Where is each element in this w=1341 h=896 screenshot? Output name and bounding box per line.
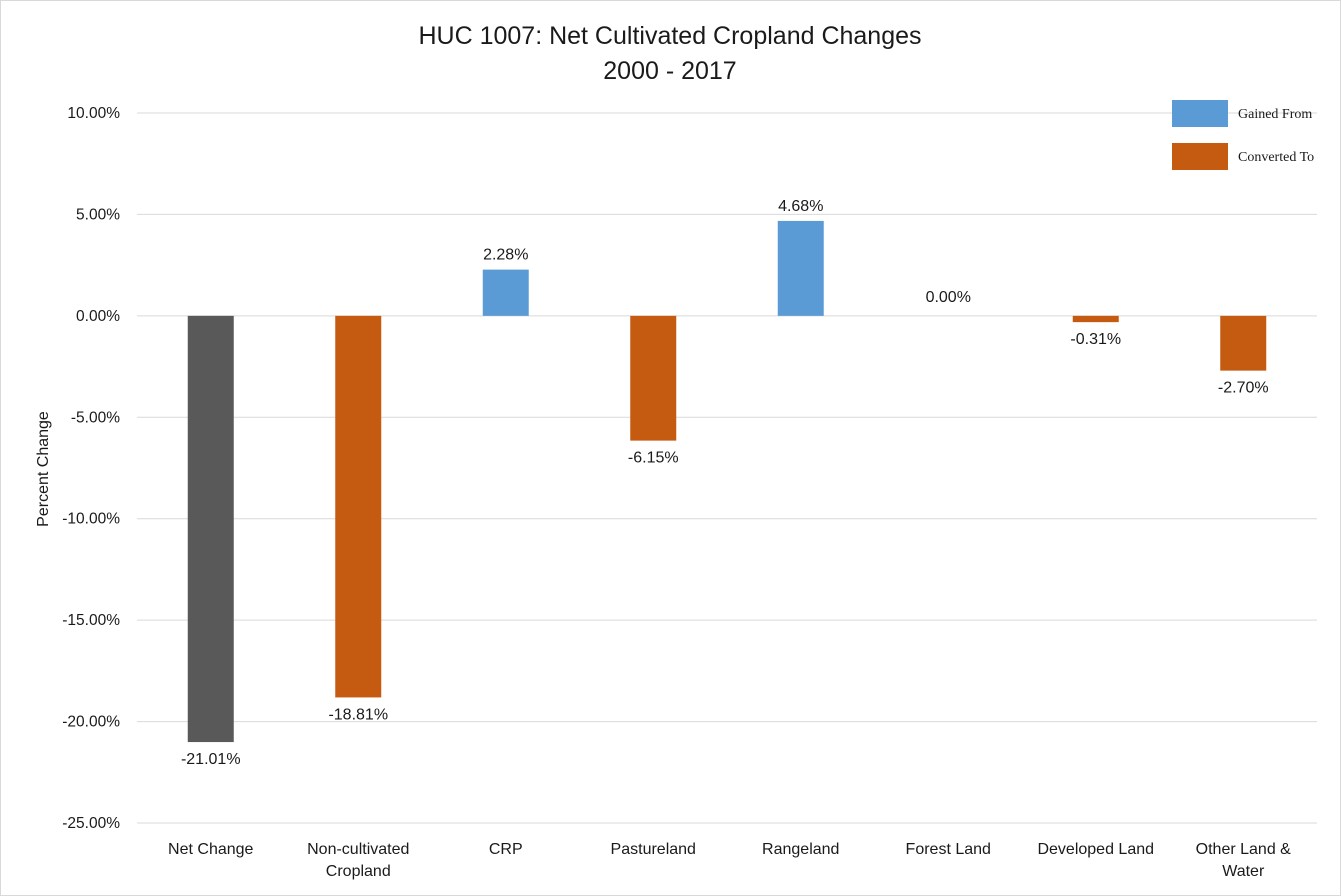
data-label: -0.31% bbox=[1070, 331, 1121, 348]
x-category-label: Non-cultivated bbox=[307, 841, 409, 858]
data-label: -2.70% bbox=[1218, 380, 1269, 397]
bar bbox=[1220, 315, 1267, 371]
gridlines bbox=[137, 112, 1317, 824]
data-label: -18.81% bbox=[328, 706, 388, 723]
legend-swatch-converted bbox=[1172, 143, 1228, 170]
legend-swatch-gained bbox=[1172, 100, 1228, 127]
data-label: 0.00% bbox=[926, 289, 971, 306]
legend: Gained From Converted To bbox=[1172, 100, 1314, 170]
bar bbox=[187, 315, 234, 743]
y-tick-label: 5.00% bbox=[76, 206, 120, 223]
bar bbox=[1072, 315, 1119, 323]
x-category-label: Other Land & bbox=[1196, 841, 1292, 858]
y-tick-label: -15.00% bbox=[62, 612, 120, 629]
y-tick-label: -25.00% bbox=[62, 815, 120, 832]
x-category-label: Developed Land bbox=[1037, 841, 1154, 858]
data-labels: -21.01% -18.81% 2.28% -6.15% 4.68% 0.00% -0.31… bbox=[181, 198, 1269, 768]
x-category-label: Net Change bbox=[168, 841, 253, 858]
bars bbox=[187, 220, 1267, 743]
x-axis-categories: Net Change Non-cultivated Cropland CRP Pastu… bbox=[168, 841, 1291, 880]
x-category-label: Cropland bbox=[326, 863, 391, 880]
data-label: 2.28% bbox=[483, 247, 528, 264]
y-tick-label: 10.00% bbox=[67, 105, 120, 122]
x-category-label: Rangeland bbox=[762, 841, 839, 858]
x-category-label: CRP bbox=[489, 841, 523, 858]
bar bbox=[777, 220, 824, 316]
y-tick-label: 0.00% bbox=[76, 308, 120, 325]
data-label: 4.68% bbox=[778, 198, 823, 215]
y-axis-label: Percent Change bbox=[35, 411, 52, 527]
data-label: -21.01% bbox=[181, 751, 241, 768]
data-label: -6.15% bbox=[628, 450, 679, 467]
legend-label-gained: Gained From bbox=[1238, 107, 1312, 122]
y-tick-label: -20.00% bbox=[62, 714, 120, 731]
y-tick-label: -10.00% bbox=[62, 511, 120, 528]
bar bbox=[482, 269, 529, 316]
chart-title: HUC 1007: Net Cultivated Cropland Change… bbox=[418, 22, 921, 50]
y-tick-label: -5.00% bbox=[71, 409, 120, 426]
y-axis-ticks: 10.00% 5.00% 0.00% -5.00% -10.00% -15.00% -20.… bbox=[62, 105, 120, 832]
chart-subtitle: 2000 - 2017 bbox=[603, 57, 736, 85]
x-category-label: Pastureland bbox=[611, 841, 696, 858]
x-category-label: Forest Land bbox=[906, 841, 991, 858]
x-category-label: Water bbox=[1222, 863, 1265, 880]
bar bbox=[630, 315, 677, 441]
legend-label-converted: Converted To bbox=[1238, 150, 1314, 165]
bar bbox=[335, 315, 382, 698]
